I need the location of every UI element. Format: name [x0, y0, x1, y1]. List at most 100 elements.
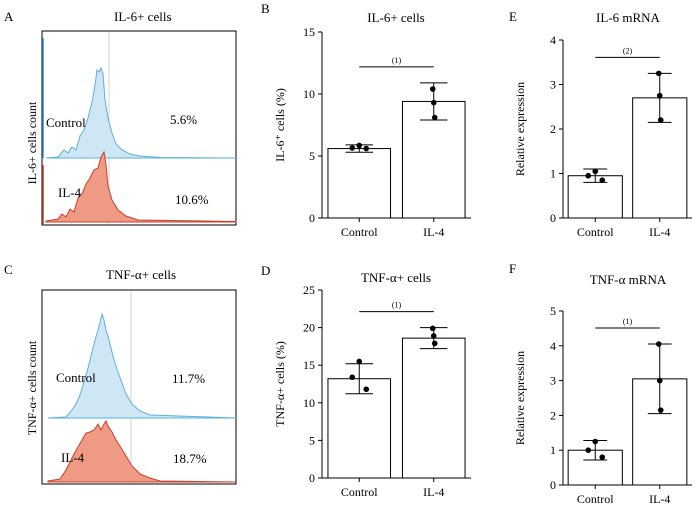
panel-letter-b: B	[261, 1, 270, 16]
panel-c-control-pct: 11.7%	[172, 371, 205, 386]
chart-d: TNF-α+ cells TNF-α+ cells (%) 0 5 10 15 20 25 Co…	[273, 270, 471, 499]
y-tick-label: 0	[550, 478, 556, 492]
panel-c-frame	[41, 289, 237, 485]
chart-e-title: IL-6 mRNA	[596, 10, 661, 25]
panel-c-il4-pct: 18.7%	[173, 451, 207, 466]
bar-il-4	[401, 337, 466, 479]
data-point	[592, 168, 599, 175]
significance-label: (1)	[623, 317, 633, 326]
data-point	[356, 358, 363, 365]
control-histogram	[47, 312, 237, 419]
data-point	[655, 70, 662, 77]
data-point	[657, 407, 664, 413]
y-tick-label: 2	[550, 408, 556, 422]
panel-c-title: TNF-α+ cells	[106, 267, 176, 282]
panel-a: A IL-6+ cells IL-6+ cells count Control …	[4, 9, 237, 226]
data-point	[431, 114, 438, 121]
data-point	[599, 454, 606, 460]
y-tick-label: 10	[303, 396, 315, 410]
bar-il-4	[632, 378, 688, 486]
data-point	[585, 172, 592, 179]
chart-b-ylabel: IL-6⁺ cells (%)	[273, 88, 287, 162]
panel-a-ylabel: IL-6+ cells count	[25, 101, 39, 184]
y-tick-label: 20	[303, 321, 315, 335]
data-point	[429, 86, 436, 92]
significance-label: (1)	[392, 56, 402, 65]
chart-d-title: TNF-α+ cells	[361, 270, 431, 285]
control-histogram	[45, 66, 237, 159]
y-tick-label: 5	[550, 304, 556, 318]
data-point	[349, 374, 356, 381]
chart-b: IL-6+ cells IL-6⁺ cells (%) 0 5 10 15 Control I…	[273, 10, 471, 239]
il4-histogram	[47, 419, 237, 483]
data-point	[356, 142, 363, 149]
chart-e-ylabel: Relative expression	[513, 82, 527, 176]
chart-f-ylabel: Relative expression	[513, 351, 527, 445]
panel-c-ylabel: TNF-α+ cells count	[25, 340, 39, 435]
chart-f: TNF-α mRNA Relative expression 0 1 2 3 4 5 Contr…	[513, 272, 692, 505]
panel-a-control-label: Control	[46, 115, 86, 130]
chart-d-ylabel: TNF-α+ cells (%)	[273, 341, 287, 427]
x-tick-label: Control	[341, 225, 378, 239]
x-tick-label: Control	[577, 492, 614, 505]
data-point	[655, 341, 662, 347]
panel-c-control-label: Control	[56, 370, 96, 385]
data-point	[599, 177, 606, 183]
y-tick-label: 5	[309, 149, 315, 163]
data-point	[592, 438, 599, 445]
panel-letter-d: D	[261, 263, 270, 278]
panel-letter-f: F	[509, 261, 516, 276]
y-tick-label: 4	[550, 33, 556, 47]
il4-histogram	[45, 150, 237, 223]
panel-letter-e: E	[509, 9, 517, 24]
chart-b-title: IL-6+ cells	[367, 10, 425, 25]
bar-control	[327, 148, 392, 219]
panel-a-control-pct: 5.6%	[170, 112, 197, 127]
data-point	[656, 377, 663, 384]
y-tick-label: 25	[303, 283, 315, 297]
y-tick-label: 10	[303, 87, 315, 101]
y-tick-label: 3	[550, 374, 556, 388]
data-point	[363, 145, 370, 152]
data-point	[349, 145, 356, 151]
x-tick-label: IL-4	[423, 225, 444, 239]
y-tick-label: 0	[550, 211, 556, 225]
chart-e: IL-6 mRNA Relative expression 0 1 2 3 4 Control…	[513, 10, 692, 239]
data-point	[363, 386, 370, 393]
panel-a-il4-pct: 10.6%	[175, 192, 209, 207]
panel-letter-c: C	[4, 262, 13, 277]
data-point	[585, 447, 592, 454]
y-tick-label: 3	[550, 78, 556, 92]
x-tick-label: Control	[341, 485, 378, 499]
panel-a-il4-label: IL-4	[58, 185, 82, 200]
data-point	[430, 99, 437, 106]
y-tick-label: 0	[309, 211, 315, 225]
x-tick-label: IL-4	[649, 492, 670, 505]
chart-f-title: TNF-α mRNA	[590, 272, 667, 287]
panel-a-frame	[41, 30, 237, 226]
data-point	[430, 333, 437, 339]
y-tick-label: 15	[303, 25, 315, 39]
data-point	[431, 340, 438, 347]
y-tick-label: 1	[550, 443, 556, 457]
x-tick-label: IL-4	[649, 225, 670, 239]
significance-label: (1)	[392, 301, 402, 310]
bar-il-4	[401, 100, 466, 219]
panel-letter-a: A	[4, 9, 14, 24]
y-tick-label: 15	[303, 358, 315, 372]
y-tick-label: 0	[309, 471, 315, 485]
panel-a-title: IL-6+ cells	[114, 9, 172, 24]
y-tick-label: 5	[309, 433, 315, 447]
x-tick-label: IL-4	[423, 485, 444, 499]
significance-label: (2)	[623, 46, 633, 55]
y-tick-label: 2	[550, 122, 556, 136]
panel-c-il4-label: IL-4	[61, 450, 85, 465]
y-tick-label: 1	[550, 167, 556, 181]
data-point	[657, 117, 664, 123]
data-point	[656, 92, 663, 99]
x-tick-label: Control	[577, 225, 614, 239]
data-point	[429, 325, 436, 332]
panel-c: C TNF-α+ cells TNF-α+ cells count Contro…	[4, 262, 237, 485]
